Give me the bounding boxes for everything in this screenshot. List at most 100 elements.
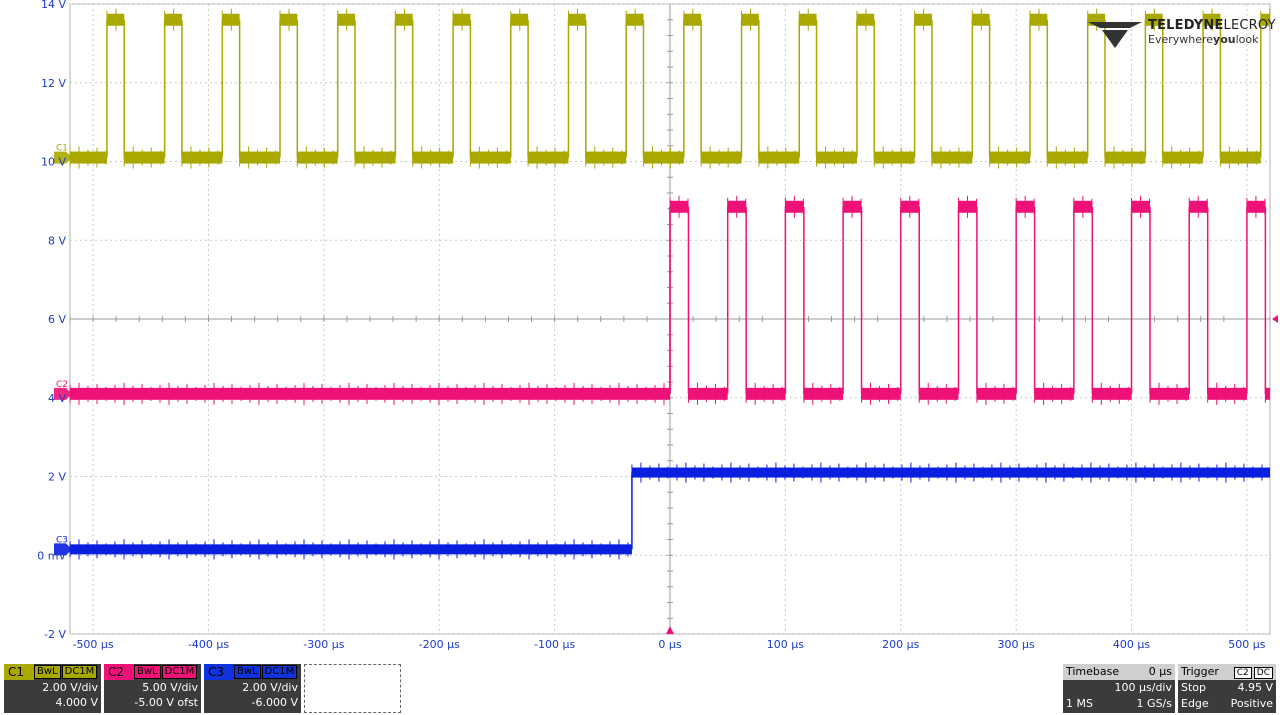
trace-c1-low — [1220, 151, 1261, 164]
y-tick-label: 0 mV — [37, 549, 66, 562]
logo-mark-icon — [1088, 22, 1142, 48]
channel-marker-label: C3 — [56, 535, 68, 545]
trace-c2-low — [976, 387, 1017, 400]
sample-rate: 1 GS/s — [1136, 697, 1172, 710]
trigger-title: Trigger — [1181, 665, 1219, 678]
channel-marker-shape — [54, 543, 72, 556]
channel-marker-c2[interactable]: C2 — [54, 380, 72, 400]
trigger-level: 4.95 V — [1237, 681, 1273, 694]
timebase-delay: 0 µs — [1148, 665, 1172, 678]
brand-tagline: Everywhereyoulook — [1148, 33, 1259, 46]
trace-c1-low — [181, 151, 223, 164]
x-tick-label: 0 µs — [658, 638, 681, 651]
coupling-tag: DC1M — [261, 665, 298, 679]
y-tick-label: 8 V — [48, 234, 66, 247]
x-tick-label: -500 µs — [72, 638, 113, 651]
x-tick-label: -400 µs — [188, 638, 229, 651]
bandwidth-tag: BwL — [234, 665, 261, 679]
trace-c2-low — [1034, 387, 1074, 400]
trace-c2-low — [1150, 387, 1190, 400]
trace-c3-after — [631, 467, 1270, 478]
channel-marker-c3[interactable]: C3 — [54, 535, 72, 556]
trace-c1-low — [124, 151, 165, 164]
trace-c2-low — [1092, 387, 1132, 400]
trigger-source: C2 — [1233, 667, 1252, 679]
timebase-scale: 100 µs/div — [1114, 681, 1172, 694]
channel-label: C1 — [4, 664, 34, 680]
trace-c1-low — [701, 151, 742, 164]
trace-c2-low — [803, 387, 844, 400]
trace-c1-low — [1162, 151, 1204, 164]
trigger-level-marker[interactable] — [1272, 315, 1278, 323]
trace-c1-low — [874, 151, 915, 164]
x-tick-label: -100 µs — [534, 638, 575, 651]
x-tick-label: 300 µs — [998, 638, 1035, 651]
trigger-type: Edge — [1181, 697, 1209, 710]
vertical-offset: -5.00 V ofst — [134, 696, 198, 709]
x-tick-label: 500 µs — [1228, 638, 1265, 651]
channel-marker-shape — [54, 151, 72, 164]
descriptor-bar: C1 BwL DC1M 2.00 V/div 4.000 V C2 BwL DC… — [0, 664, 1280, 715]
trace-c1-low — [931, 151, 973, 164]
x-tick-label: -200 µs — [419, 638, 460, 651]
y-tick-label: 10 V — [41, 156, 66, 169]
trace-c1-low — [355, 151, 396, 164]
y-axis-tick-labels: 14 V 12 V 10 V 8 V 6 V 4 V 2 V 0 mV -2 V — [37, 0, 66, 641]
trace-c2-low — [688, 387, 728, 400]
channel-marker-label: C1 — [56, 144, 68, 154]
trigger-position-marker[interactable] — [666, 626, 674, 634]
channel-descriptor-c2[interactable]: C2 BwL DC1M 5.00 V/div -5.00 V ofst — [104, 664, 201, 713]
y-tick-label: 14 V — [41, 0, 66, 11]
x-tick-label: 200 µs — [882, 638, 919, 651]
channel-marker-shape — [54, 387, 72, 400]
trace-c2-low — [1265, 387, 1270, 400]
y-tick-label: -2 V — [44, 628, 66, 641]
trace-c1-low — [643, 151, 684, 164]
coupling-tag: DC1M — [61, 665, 98, 679]
trace-c1-high — [1260, 13, 1270, 26]
x-tick-label: 100 µs — [767, 638, 804, 651]
channel-descriptor-c1[interactable]: C1 BwL DC1M 2.00 V/div 4.000 V — [4, 664, 101, 713]
trace-c1-low — [585, 151, 627, 164]
channel-descriptor-c3[interactable]: C3 BwL DC1M 2.00 V/div -6.000 V — [204, 664, 301, 713]
x-tick-label: 400 µs — [1113, 638, 1150, 651]
trigger-coupling: DC — [1253, 667, 1273, 679]
coupling-tag: DC1M — [161, 665, 198, 679]
trace-c1-low — [1047, 151, 1088, 164]
vertical-scale: 5.00 V/div — [142, 681, 198, 694]
trace-c2-low — [861, 387, 901, 400]
y-tick-label: 2 V — [48, 471, 66, 484]
channel-marker-label: C2 — [56, 380, 68, 390]
brand-name: TELEDYNELECROY — [1148, 18, 1276, 33]
timebase-descriptor[interactable]: Timebase 0 µs 100 µs/div 1 MS 1 GS/s — [1063, 664, 1175, 713]
y-tick-label: 6 V — [48, 313, 66, 326]
trigger-descriptor[interactable]: Trigger C2 DC Stop 4.95 V Edge Positive — [1178, 664, 1276, 713]
channel-markers: C1 C2 C3 — [54, 144, 1278, 634]
trigger-slope: Positive — [1230, 697, 1273, 710]
channel-marker-c1[interactable]: C1 — [54, 144, 72, 164]
empty-descriptor-slot[interactable] — [304, 664, 401, 713]
vertical-offset: 4.000 V — [55, 696, 98, 709]
teledyne-lecroy-logo: TELEDYNELECROY Everywhereyoulook — [1086, 16, 1276, 50]
channel-label: C2 — [104, 664, 134, 680]
x-axis-tick-labels: -500 µs -400 µs -300 µs -200 µs -100 µs 0 µs 1… — [72, 638, 1265, 651]
trace-c2-low — [919, 387, 959, 400]
trace-c2-low — [746, 387, 786, 400]
trace-c1-low — [1105, 151, 1146, 164]
trace-c1-low — [412, 151, 454, 164]
vertical-scale: 2.00 V/div — [242, 681, 298, 694]
bandwidth-tag: BwL — [34, 665, 61, 679]
trace-c1-low — [470, 151, 511, 164]
trace-c1-low — [297, 151, 338, 164]
vertical-offset: -6.000 V — [251, 696, 298, 709]
vertical-scale: 2.00 V/div — [42, 681, 98, 694]
memory-length: 1 MS — [1066, 697, 1093, 710]
trace-c1-low — [758, 151, 800, 164]
trace-c1-low — [989, 151, 1030, 164]
waveform-traces — [69, 8, 1271, 560]
trace-c3-before — [70, 544, 632, 555]
trace-c1-low — [528, 151, 569, 164]
trigger-mode: Stop — [1181, 681, 1207, 694]
timebase-title: Timebase — [1066, 665, 1120, 678]
